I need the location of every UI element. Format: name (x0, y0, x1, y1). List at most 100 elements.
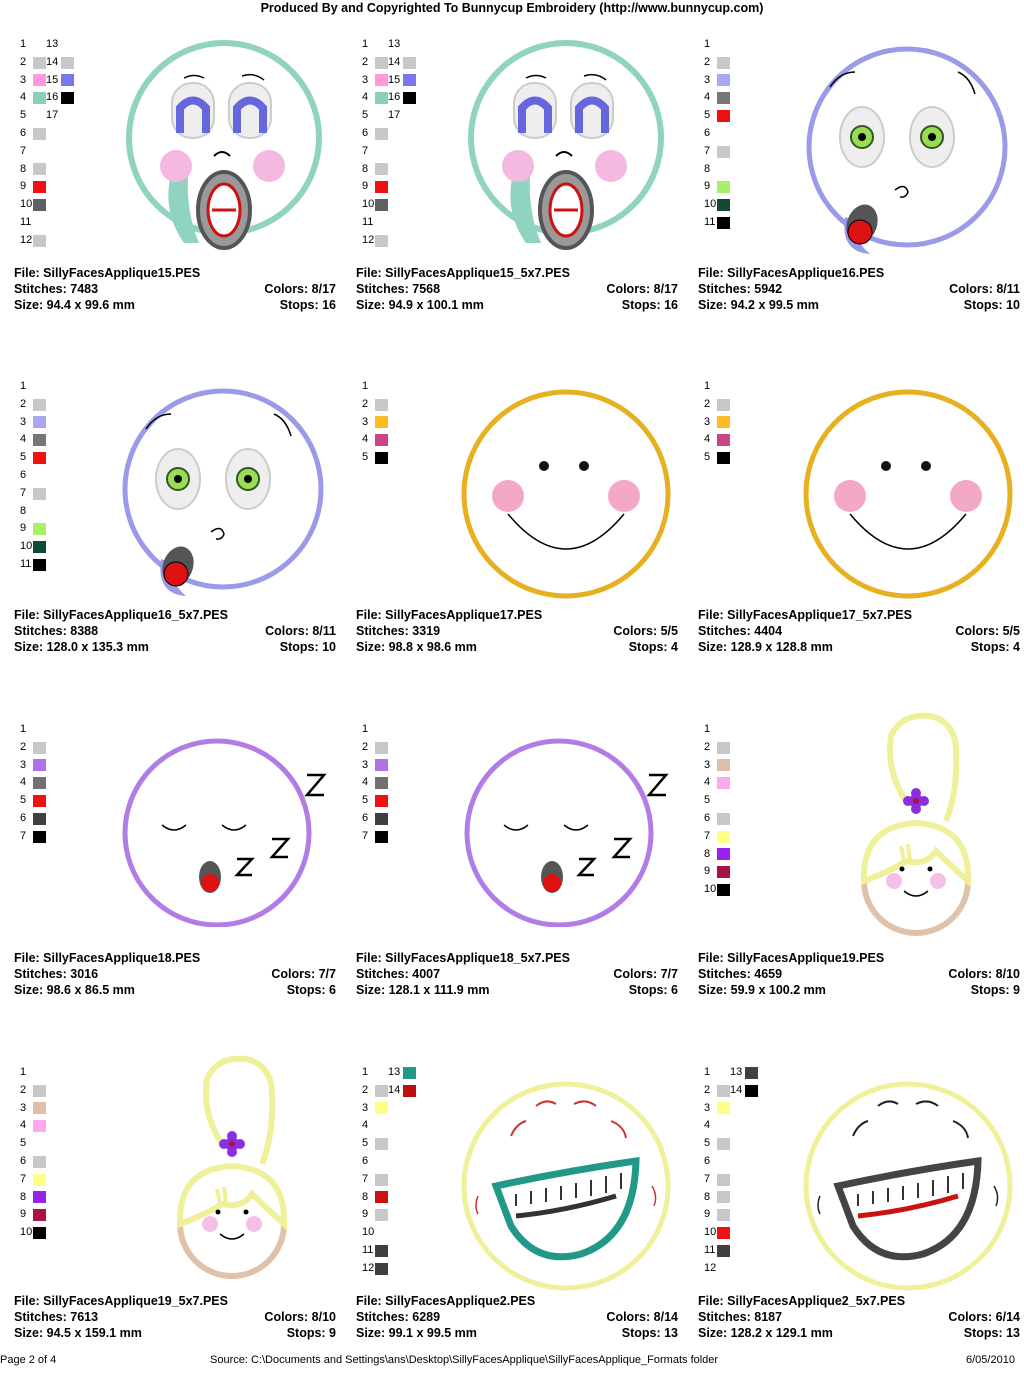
legend-number: 8 (20, 1190, 27, 1203)
color-swatch (717, 1209, 730, 1222)
color-legend: 1 2 3 4 5 (362, 378, 388, 467)
color-swatch (33, 110, 46, 122)
legend-number: 13 (46, 38, 59, 50)
stitch-count: Stitches: 7568 (356, 282, 441, 296)
legend-number: 7 (20, 1172, 27, 1185)
legend-number: 8 (704, 847, 711, 860)
color-swatch (33, 398, 46, 411)
legend-number: 6 (20, 126, 27, 139)
legend-number: 3 (704, 758, 711, 771)
design-preview-image (456, 1076, 676, 1301)
stop-count: Stops: 6 (286, 983, 336, 997)
legend-row: 6 (20, 125, 46, 143)
legend-row: 13 (388, 1064, 416, 1082)
color-swatch (717, 145, 730, 158)
color-swatch (33, 234, 46, 247)
color-legend: 1 2 3 4 5 6 7 (20, 721, 46, 846)
color-swatch (375, 1227, 388, 1239)
legend-row: 14 (730, 1082, 758, 1100)
legend-row: 15 (46, 72, 74, 90)
color-swatch (375, 434, 388, 447)
legend-number: 8 (704, 1190, 711, 1203)
design-cell: 1 2 3 4 5 6 7 File: SillyFacesApplique18_5x7.P… (356, 703, 698, 1045)
legend-number: 11 (362, 215, 374, 228)
legend-row: 2 (20, 396, 46, 414)
color-swatch (375, 39, 388, 51)
color-swatch (403, 39, 416, 51)
legend-row: 3 (20, 757, 46, 775)
legend-row: 3 (20, 414, 46, 432)
stitch-count: Stitches: 8187 (698, 1310, 783, 1324)
legend-row: 3 (20, 1100, 46, 1118)
design-cell: 1 2 3 4 5 6 7 8 9 10 11 12 13 14 File: SillyFacesAppl… (698, 1046, 1024, 1388)
legend-row: 11 (20, 214, 46, 232)
legend-number: 9 (704, 180, 711, 193)
legend-row: 8 (20, 503, 46, 521)
color-swatch (717, 381, 730, 393)
legend-row: 16 (388, 89, 416, 107)
design-info: File: SillyFacesApplique19_5x7.PES Stitc… (14, 1293, 336, 1341)
legend-row: 10 (704, 196, 730, 214)
design-info: File: SillyFacesApplique16_5x7.PES Stitc… (14, 607, 336, 655)
design-preview-image (112, 737, 342, 932)
color-swatch (717, 181, 730, 194)
legend-row: 6 (20, 467, 46, 485)
legend-number: 6 (704, 126, 711, 139)
design-preview-image (456, 38, 676, 273)
legend-row: 3 (362, 757, 388, 775)
legend-row: 7 (362, 828, 388, 846)
color-swatch (33, 741, 46, 754)
design-size: Size: 94.2 x 99.5 mm (698, 298, 819, 312)
legend-row: 9 (20, 1206, 46, 1224)
stop-count: Stops: 4 (970, 640, 1020, 654)
color-swatch (33, 92, 46, 105)
color-legend: 1 2 3 4 5 6 7 8 9 10 11 12 (20, 36, 46, 250)
color-count: Colors: 8/17 (606, 282, 678, 296)
color-swatch (375, 1138, 388, 1151)
legend-row: 8 (20, 1189, 46, 1207)
color-swatch (717, 110, 730, 123)
legend-row: 6 (704, 1153, 730, 1171)
design-info: File: SillyFacesApplique17_5x7.PES Stitc… (698, 607, 1020, 655)
legend-number: 1 (704, 723, 711, 735)
legend-number: 11 (704, 1243, 716, 1256)
design-info: File: SillyFacesApplique16.PES Stitches:… (698, 265, 1020, 313)
color-count: Colors: 8/11 (265, 624, 336, 638)
color-swatch (33, 1191, 46, 1204)
legend-number: 6 (20, 811, 27, 824)
legend-number: 2 (20, 55, 27, 68)
legend-number: 1 (362, 38, 369, 50)
legend-row: 7 (362, 1171, 388, 1189)
legend-number: 13 (388, 38, 401, 50)
legend-row: 7 (704, 143, 730, 161)
legend-number: 17 (46, 109, 59, 122)
design-preview-image (162, 1054, 302, 1299)
color-legend: 1 2 3 4 5 6 7 8 9 10 (20, 1064, 46, 1242)
color-swatch (375, 1084, 388, 1097)
legend-number: 14 (388, 1083, 401, 1096)
legend-row: 1 (704, 378, 730, 396)
design-size: Size: 99.1 x 99.5 mm (356, 1326, 477, 1340)
legend-row: 5 (704, 792, 730, 810)
legend-row: 4 (704, 89, 730, 107)
design-info: File: SillyFacesApplique15_5x7.PES Stitc… (356, 265, 678, 313)
legend-number: 2 (20, 1083, 27, 1096)
color-swatch (717, 1138, 730, 1151)
legend-number: 5 (20, 451, 27, 464)
legend-row: 4 (362, 431, 388, 449)
color-swatch (33, 759, 46, 772)
design-size: Size: 128.0 x 135.3 mm (14, 640, 149, 654)
color-swatch (717, 812, 730, 825)
legend-row: 2 (20, 739, 46, 757)
color-swatch (745, 1066, 758, 1079)
legend-row: 2 (362, 739, 388, 757)
legend-row: 4 (704, 774, 730, 792)
legend-number: 10 (704, 1226, 717, 1239)
color-swatch (717, 434, 730, 447)
design-preview-image (846, 711, 986, 956)
color-swatch (33, 558, 46, 571)
legend-number: 7 (20, 144, 27, 157)
legend-number: 2 (704, 397, 711, 410)
design-preview-image (114, 38, 334, 273)
legend-row: 9 (20, 520, 46, 538)
